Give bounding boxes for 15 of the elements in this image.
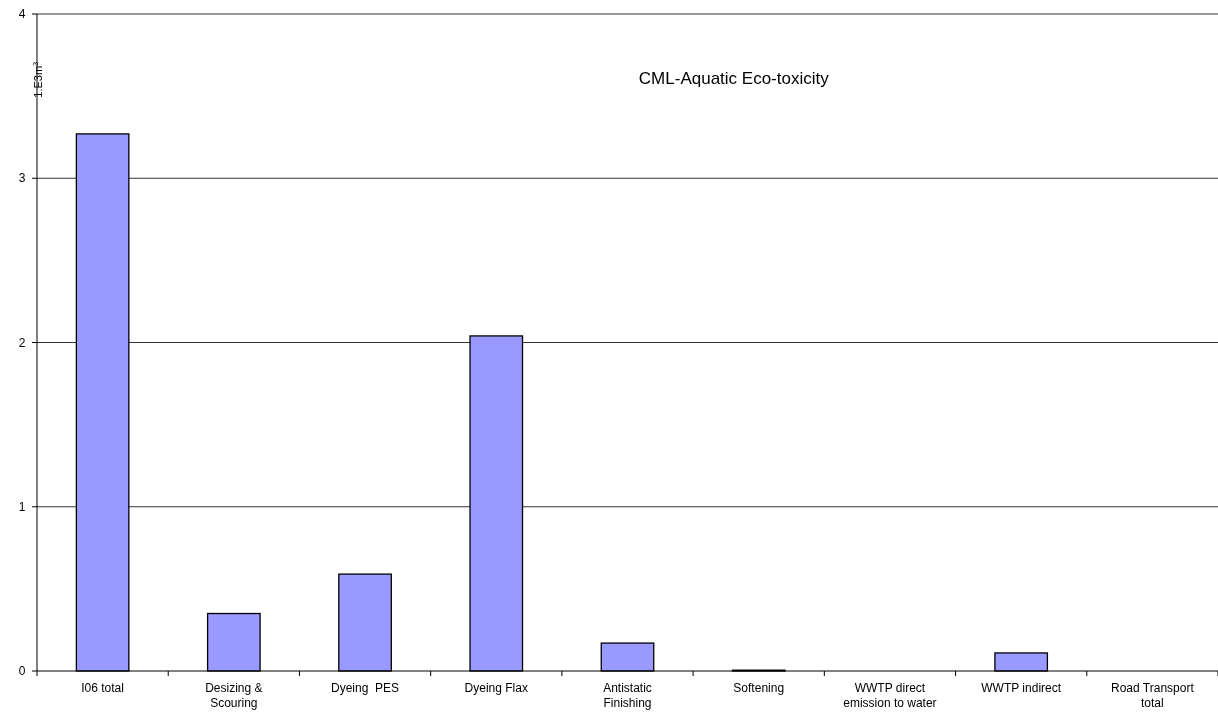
x-tick-label: Softening [733,681,785,695]
x-tick-label: Desizing & Scouring [205,681,263,710]
y-tick-label: 0 [18,664,26,679]
x-tick-label: Antistatic Finishing [603,681,652,710]
x-tick-label: WWTP direct emission to water [843,681,937,710]
x-tick-label: Dyeing PES [331,681,400,695]
x-tick-label: Dyeing Flax [464,681,528,695]
x-tick-label: WWTP indirect [981,681,1062,695]
x-tick-label: I06 total [81,681,124,695]
y-tick-label: 4 [18,7,26,22]
text: CML-Aquatic Eco-toxicity [638,69,830,88]
y-tick-label: 3 [18,171,26,186]
y-tick-label: 1 [18,499,26,514]
x-tick-label: Road Transport total [1111,681,1195,710]
y-tick-label: 2 [18,335,26,350]
